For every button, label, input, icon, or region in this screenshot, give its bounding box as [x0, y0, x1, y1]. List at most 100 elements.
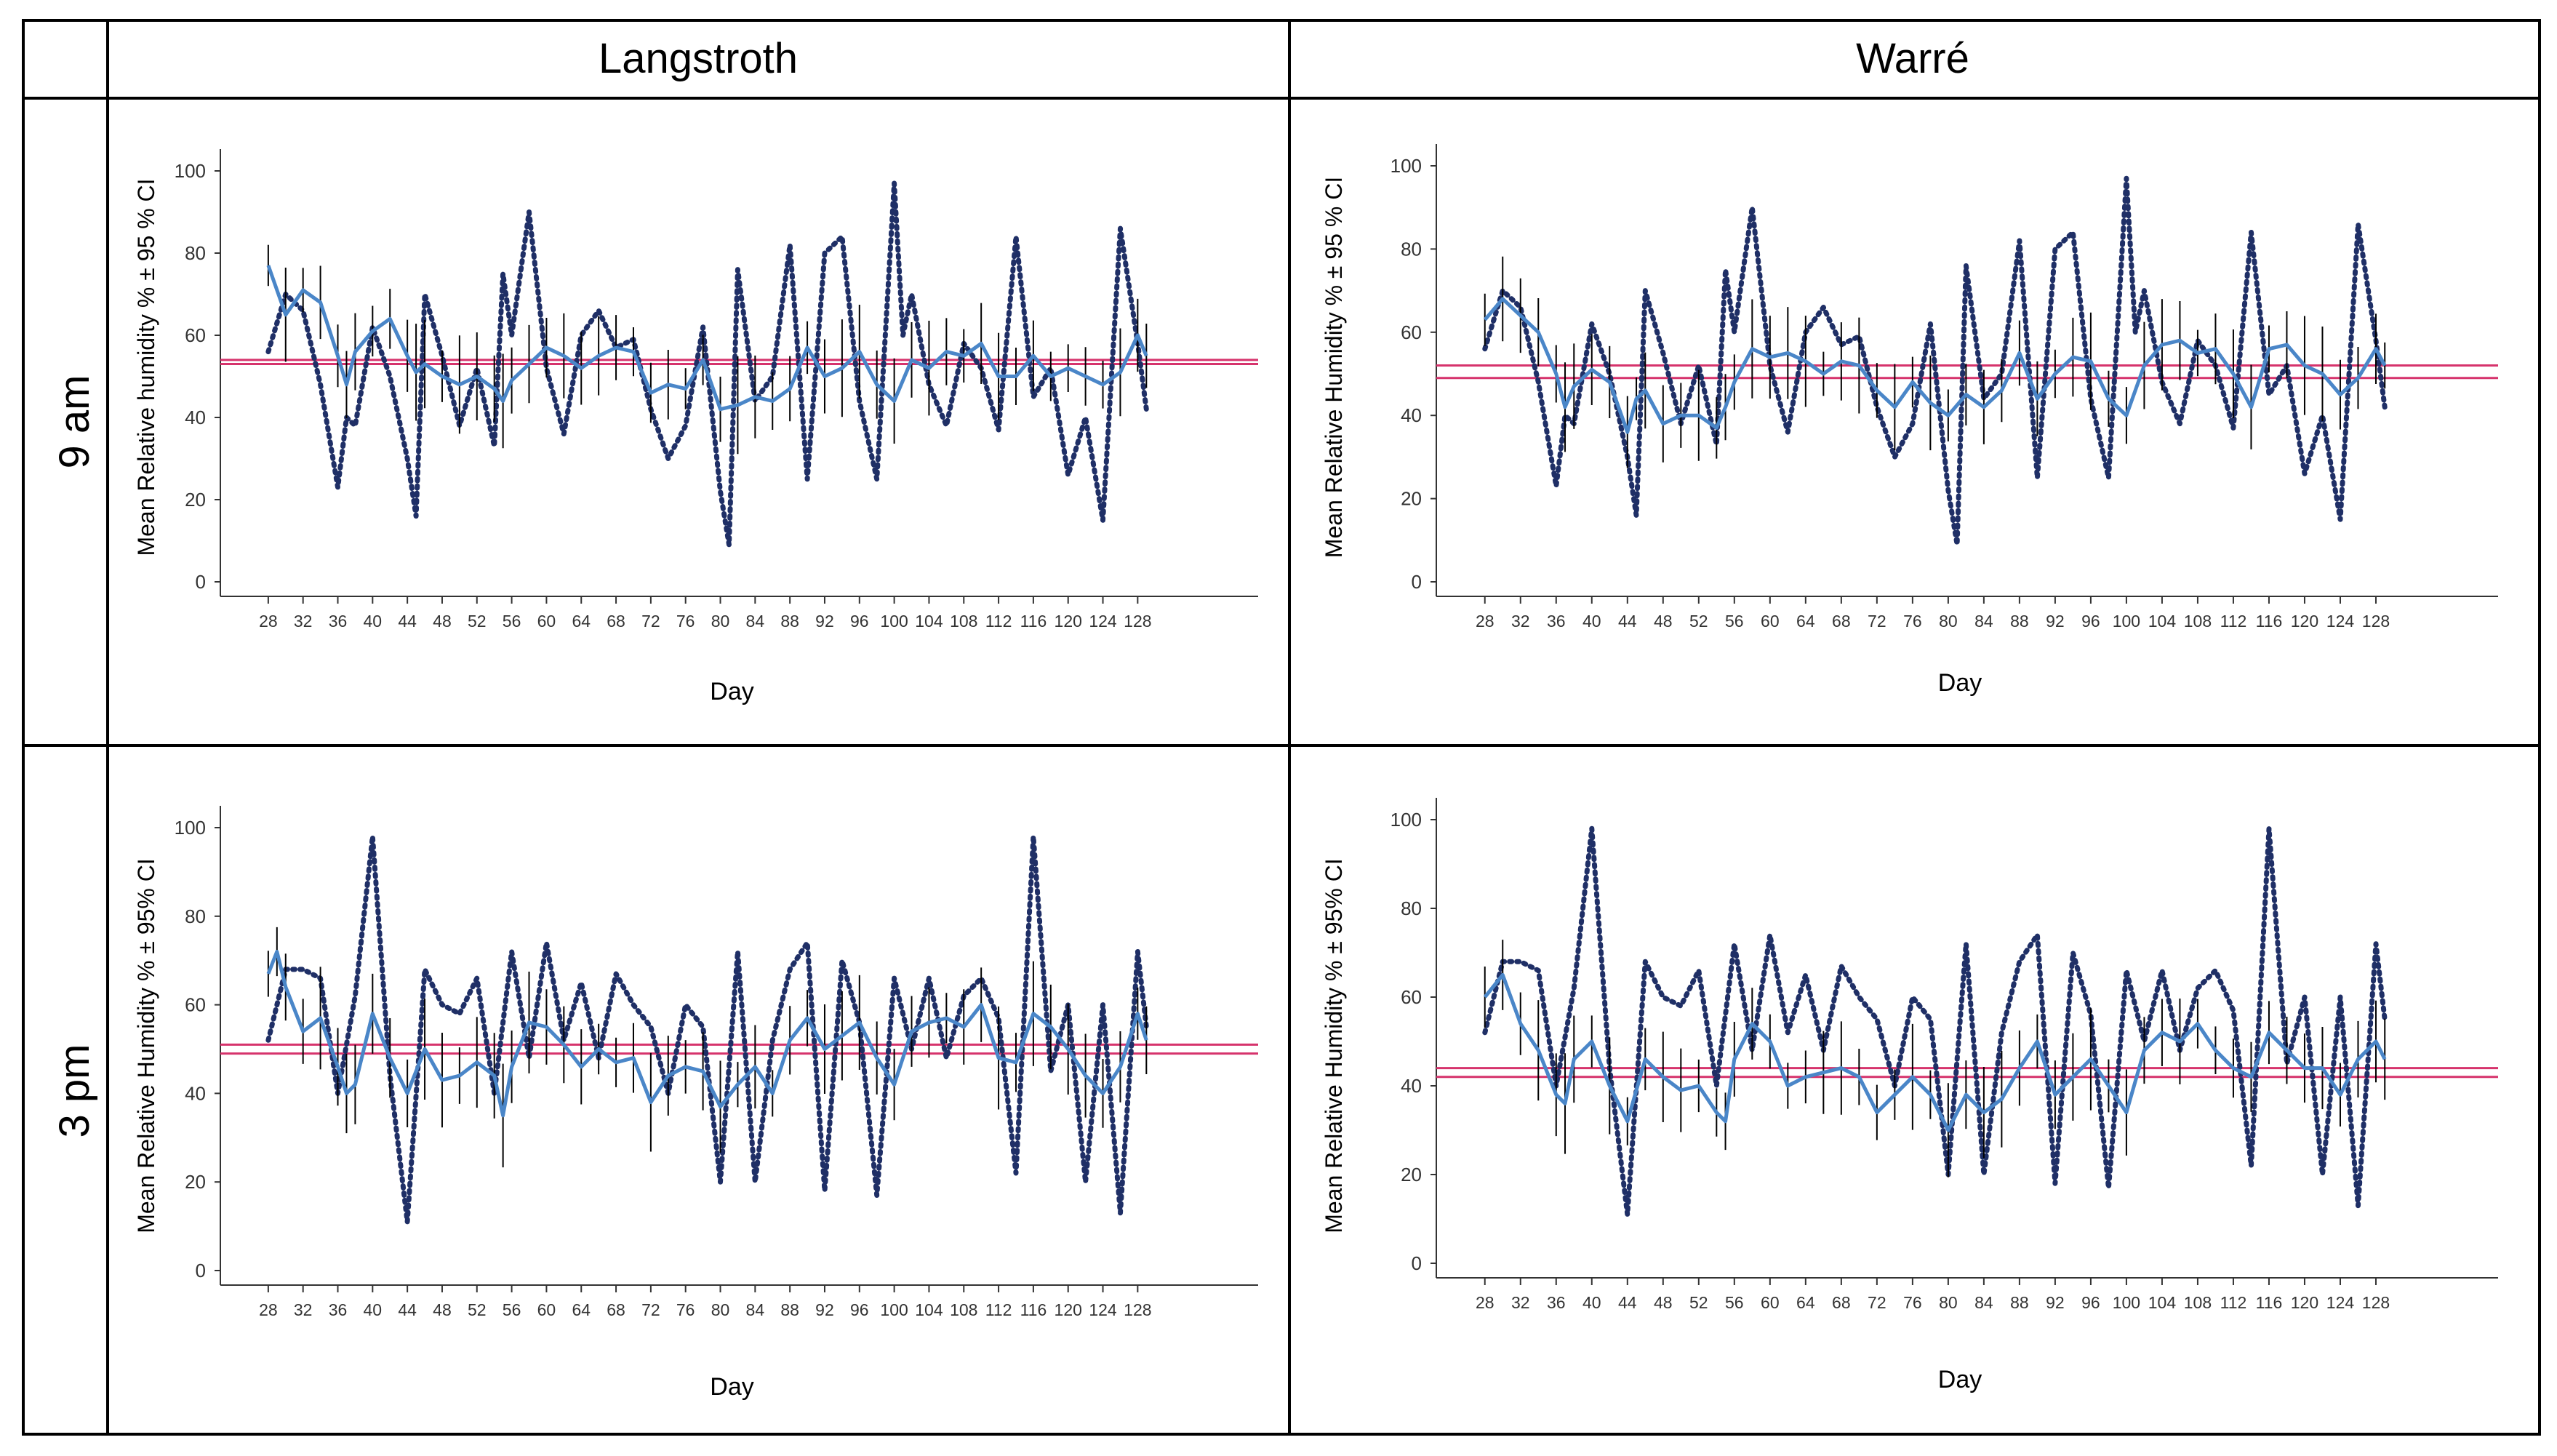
x-tick-label: 32 [294, 612, 313, 631]
chart-warre-9am: 0 20 40 60 80 100 28 32 36 40 44 48 52 56 60 64 68 72 76 80… [1321, 144, 2498, 697]
y-tick-label: 40 [185, 407, 206, 428]
x-tick-label: 116 [2256, 612, 2283, 631]
y-axis-label: Mean Relative Humidity % ± 95 % CI [1321, 177, 1347, 558]
y-tick-label: 80 [1401, 897, 1422, 919]
x-tick-label: 36 [329, 1300, 348, 1319]
x-tick-label: 96 [850, 612, 869, 631]
x-tick-label: 96 [2081, 1293, 2100, 1312]
y-tick-label: 40 [1401, 404, 1422, 426]
x-tick-label: 44 [398, 612, 417, 631]
x-tick-label: 28 [259, 612, 278, 631]
x-tick-label: 64 [1796, 612, 1815, 631]
x-tick-label: 84 [746, 1300, 765, 1319]
y-tick-label: 60 [1401, 321, 1422, 343]
x-tick-label: 60 [537, 612, 556, 631]
x-tick-label: 120 [1055, 612, 1082, 631]
x-tick-label: 36 [329, 612, 348, 631]
x-tick-label: 56 [1725, 612, 1744, 631]
x-tick-label: 104 [915, 612, 943, 631]
x-tick-label: 112 [985, 612, 1012, 631]
x-tick-label: 80 [711, 612, 730, 631]
x-tick-label: 28 [259, 1300, 278, 1319]
x-tick-label: 92 [815, 612, 834, 631]
x-tick-label: 116 [1020, 1300, 1047, 1319]
x-tick-label: 76 [676, 1300, 695, 1319]
x-tick-label: 100 [2113, 612, 2140, 631]
x-tick-label: 124 [2326, 612, 2355, 631]
x-tick-label: 92 [2046, 612, 2065, 631]
x-tick-label: 28 [1476, 1293, 1494, 1312]
chart-warre-3pm: 0 20 40 60 80 100 28 32 36 40 44 48 52 56 60 64 68 72 76 80… [1321, 798, 2498, 1393]
series-observed-line [1482, 825, 2388, 1217]
x-tick-label: 108 [950, 612, 977, 631]
x-tick-label: 120 [1055, 1300, 1082, 1319]
x-tick-label: 72 [1868, 612, 1886, 631]
x-tick-label: 88 [2010, 612, 2029, 631]
x-tick-label: 104 [915, 1300, 943, 1319]
x-tick-label: 128 [1124, 612, 1151, 631]
x-tick-label: 128 [1124, 1300, 1151, 1319]
x-tick-label: 40 [1582, 1293, 1601, 1312]
x-axis-label: Day [710, 1373, 753, 1401]
x-tick-label: 40 [1582, 612, 1601, 631]
y-tick-label: 100 [1390, 809, 1422, 831]
x-tick-label: 44 [1618, 1293, 1637, 1312]
x-tick-label: 96 [2081, 612, 2100, 631]
y-tick-label: 0 [196, 1260, 206, 1281]
x-axis-label: Day [710, 678, 753, 705]
x-axis-label: Day [1938, 669, 1982, 697]
y-tick-label: 20 [185, 489, 206, 511]
x-tick-label: 56 [503, 1300, 521, 1319]
x-tick-label: 72 [1868, 1293, 1886, 1312]
x-tick-label: 116 [1020, 612, 1047, 631]
x-tick-label: 28 [1476, 612, 1494, 631]
x-tick-label: 96 [850, 1300, 869, 1319]
x-tick-label: 44 [1618, 612, 1637, 631]
x-tick-label: 64 [572, 612, 591, 631]
x-tick-label: 32 [1511, 1293, 1530, 1312]
series-mean-line [266, 950, 1148, 1118]
x-tick-label: 60 [537, 1300, 556, 1319]
y-tick-label: 20 [1401, 488, 1422, 510]
x-tick-label: 100 [880, 1300, 908, 1319]
x-tick-label: 68 [607, 1300, 625, 1319]
x-tick-label: 100 [2113, 1293, 2140, 1312]
y-tick-label: 40 [1401, 1075, 1422, 1097]
x-tick-label: 108 [950, 1300, 977, 1319]
y-tick-label: 0 [1412, 1252, 1422, 1274]
x-tick-label: 48 [1654, 612, 1673, 631]
y-tick-label: 20 [185, 1171, 206, 1193]
y-tick-label: 40 [185, 1082, 206, 1104]
x-tick-label: 128 [2362, 612, 2390, 631]
series-observed-line [265, 833, 1149, 1225]
y-axis-label: Mean Relative Humidity % ± 95% CI [1321, 858, 1347, 1233]
y-tick-label: 100 [175, 817, 206, 839]
table-border [22, 19, 2541, 1436]
x-tick-label: 124 [1089, 612, 1117, 631]
series-mean-line [266, 265, 1148, 412]
x-tick-label: 72 [641, 1300, 660, 1319]
x-tick-label: 128 [2362, 1293, 2390, 1312]
x-tick-label: 124 [1089, 1300, 1117, 1319]
x-tick-label: 60 [1761, 1293, 1780, 1312]
x-tick-label: 80 [711, 1300, 730, 1319]
x-tick-label: 124 [2326, 1293, 2355, 1312]
y-tick-label: 0 [196, 571, 206, 593]
row-header-9am: 9 am [51, 375, 98, 469]
x-tick-label: 44 [398, 1300, 417, 1319]
x-tick-label: 56 [1725, 1293, 1744, 1312]
x-tick-label: 72 [641, 612, 660, 631]
x-tick-label: 48 [1654, 1293, 1673, 1312]
y-tick-label: 60 [185, 994, 206, 1016]
x-tick-label: 68 [1832, 1293, 1851, 1312]
x-tick-label: 120 [2291, 612, 2318, 631]
x-tick-label: 36 [1547, 612, 1566, 631]
x-tick-label: 40 [364, 1300, 383, 1319]
x-tick-label: 84 [1974, 612, 1993, 631]
x-tick-label: 64 [1796, 1293, 1815, 1312]
y-tick-label: 80 [1401, 238, 1422, 260]
x-tick-label: 76 [1903, 612, 1922, 631]
series-mean-line [1483, 297, 2387, 434]
x-tick-label: 32 [294, 1300, 313, 1319]
